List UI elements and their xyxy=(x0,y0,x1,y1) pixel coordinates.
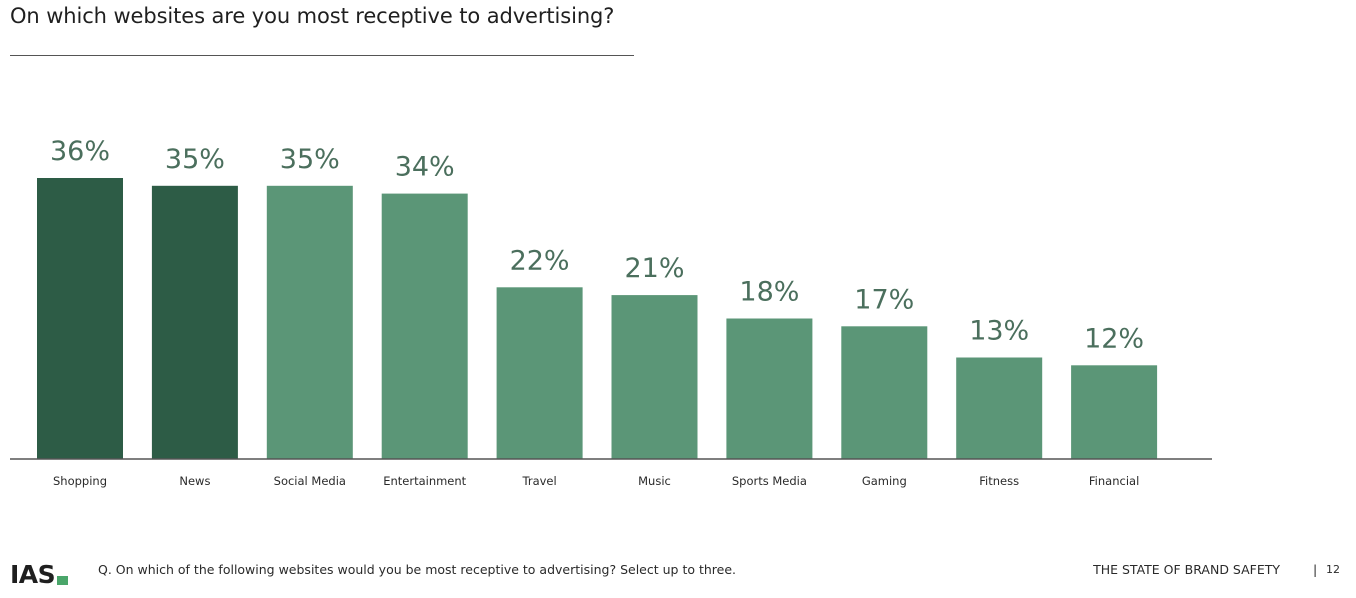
category-label: Entertainment xyxy=(383,474,466,488)
bar-travel xyxy=(496,287,583,459)
value-label: 17% xyxy=(854,284,914,315)
bar-gaming xyxy=(841,326,928,459)
value-label: 18% xyxy=(739,277,799,308)
value-label: 13% xyxy=(969,316,1029,347)
ias-logo: IAS xyxy=(10,555,69,589)
category-label: Shopping xyxy=(53,474,107,488)
chart-title: On which websites are you most receptive… xyxy=(10,4,615,28)
category-label: Gaming xyxy=(862,474,907,488)
logo-text: IAS xyxy=(10,560,56,589)
title-divider xyxy=(10,55,634,56)
value-label: 34% xyxy=(395,152,455,183)
category-label: Sports Media xyxy=(732,474,807,488)
bar-financial xyxy=(1071,365,1158,459)
bar-entertainment xyxy=(381,193,468,459)
category-label: Fitness xyxy=(979,474,1019,488)
category-labels-layer: Shopping News Social Media Entertainment Tra… xyxy=(53,474,1139,488)
category-label: Social Media xyxy=(274,474,346,488)
category-label: Financial xyxy=(1089,474,1139,488)
report-name: THE STATE OF BRAND SAFETY xyxy=(1093,562,1280,577)
category-label: Travel xyxy=(522,474,557,488)
value-label: 35% xyxy=(280,144,340,175)
bar-shopping xyxy=(37,178,123,459)
logo-mark-icon xyxy=(57,576,69,585)
bars-layer xyxy=(37,178,1158,460)
value-label: 21% xyxy=(624,253,684,284)
bar-sports-media xyxy=(726,318,813,459)
category-label: Music xyxy=(638,474,671,488)
value-label: 35% xyxy=(165,144,225,175)
bar-chart: 36% 35% 35% 34% 22% 21% 18% 17% 13% 12% Shopping N… xyxy=(10,136,1212,488)
value-labels-layer: 36% 35% 35% 34% 22% 21% 18% 17% 13% 12% xyxy=(50,136,1144,354)
bar-news xyxy=(151,185,238,460)
page-number: 12 xyxy=(1326,563,1340,576)
bar-music xyxy=(611,295,698,459)
value-label: 22% xyxy=(510,245,570,276)
category-label: News xyxy=(179,474,210,488)
value-label: 36% xyxy=(50,136,110,167)
question-footnote: Q. On which of the following websites wo… xyxy=(98,562,737,577)
bar-fitness xyxy=(956,357,1043,459)
bar-social-media xyxy=(266,185,353,460)
page-separator: | xyxy=(1313,562,1318,577)
value-label: 12% xyxy=(1084,323,1144,354)
